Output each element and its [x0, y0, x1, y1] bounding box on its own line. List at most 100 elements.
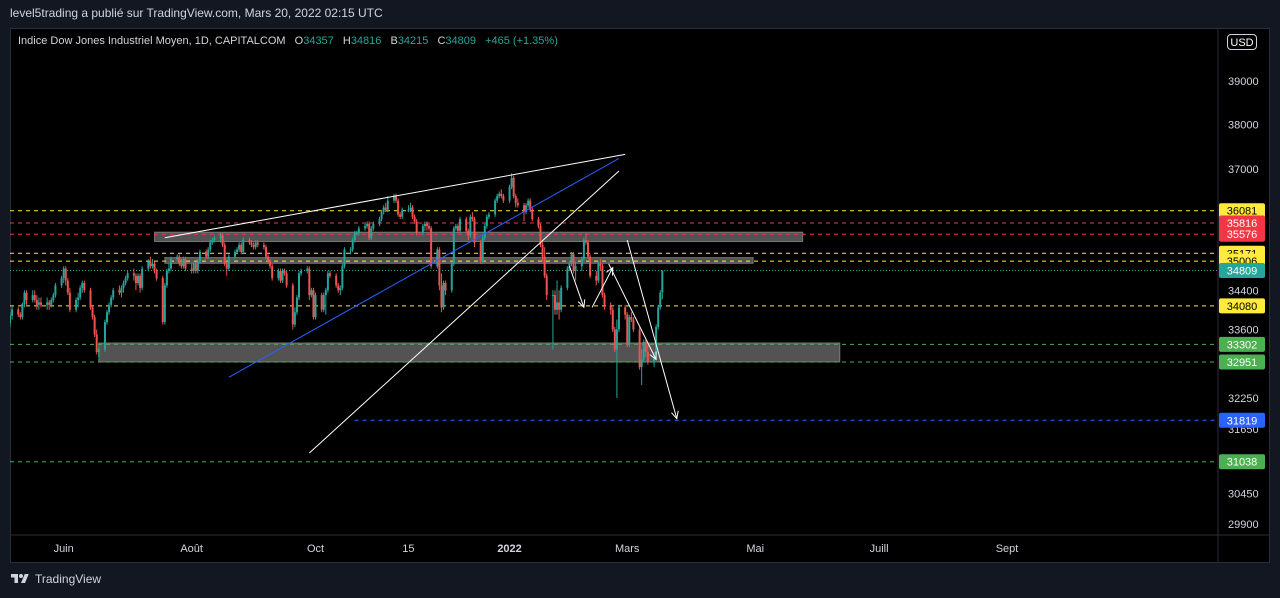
candle-body [225, 263, 228, 269]
candle-body [496, 196, 499, 201]
candle-body [456, 226, 459, 231]
candle-body [81, 282, 84, 288]
currency-button[interactable]: USD [1227, 34, 1257, 50]
price-tag-33302 [1219, 336, 1265, 352]
price-tag-label: 34080 [1227, 301, 1258, 313]
candle-body [165, 270, 168, 286]
candle-body [632, 319, 635, 330]
candle-body [450, 263, 453, 291]
candle-body [48, 302, 51, 305]
candle-body [624, 307, 627, 315]
candle-body [151, 263, 154, 267]
low-value: 34215 [397, 35, 429, 47]
candle-body [570, 254, 573, 264]
candle-body [324, 290, 327, 296]
price-tag-label: 31819 [1227, 415, 1258, 427]
candle-body [252, 244, 255, 248]
candle-body [283, 270, 286, 274]
candle-body [425, 223, 428, 227]
publisher-line: level5trading a publié sur TradingView.c… [10, 6, 383, 20]
candle-body [176, 256, 179, 260]
candle-body [415, 221, 418, 234]
chart-pane[interactable] [10, 28, 1270, 563]
candle-body [601, 266, 604, 296]
candle-body [479, 242, 482, 262]
candle-body [31, 295, 34, 300]
candle-body [523, 205, 526, 213]
candle-body [380, 212, 383, 220]
candle-body [382, 207, 385, 213]
candle-body [79, 287, 82, 298]
candle-body [93, 317, 96, 335]
candle-body [139, 275, 142, 288]
symbol-title[interactable]: Indice Dow Jones Industriel Moyen, 1D, C… [18, 35, 286, 47]
candle-body [423, 223, 426, 227]
price-tag-label: 33302 [1227, 339, 1258, 351]
candle-body [234, 251, 237, 257]
candle-body [539, 226, 542, 245]
symbol-legend: Indice Dow Jones Industriel Moyen, 1D, C… [18, 35, 558, 47]
candle-body [62, 268, 65, 279]
candle-body [494, 200, 497, 215]
candle-body [527, 200, 530, 206]
price-tag-34080 [1219, 298, 1265, 314]
candle-body [281, 270, 284, 281]
candle-body [52, 295, 55, 300]
candle-body [277, 270, 280, 279]
candle-body [120, 287, 123, 293]
candles [10, 173, 664, 398]
candle-body [395, 196, 398, 201]
candle-body [209, 242, 212, 250]
candle-body [126, 273, 129, 279]
candle-body [469, 216, 472, 236]
candle-body [556, 302, 559, 310]
candle-body [312, 290, 315, 318]
candle-body [132, 273, 135, 276]
candle-body [543, 256, 546, 276]
candle-body [442, 282, 445, 308]
candle-body [657, 307, 660, 328]
candle-body [646, 351, 649, 363]
candle-body [615, 329, 618, 350]
price-tag-36081 [1219, 203, 1265, 219]
candle-body [213, 237, 216, 241]
candle-body [19, 314, 22, 318]
time-axis[interactable]: Juin Août Oct 15 2022 Mars Mai Juill Sept [54, 543, 1019, 555]
trendline-6 [608, 263, 657, 360]
candle-body [134, 275, 137, 283]
candle-body [467, 230, 470, 236]
candle-body [39, 302, 42, 305]
candle-body [279, 270, 282, 281]
zone-2 [164, 257, 754, 264]
zone-3 [98, 342, 841, 363]
candle-body [355, 233, 358, 235]
candle-body [502, 196, 505, 201]
high-label: H [342, 35, 351, 47]
candle-body [397, 200, 400, 215]
candle-body [35, 299, 38, 305]
candle-body [184, 259, 187, 269]
candle-body [269, 261, 272, 267]
close-label: C [437, 35, 446, 47]
candle-body [196, 261, 199, 271]
price-chart[interactable]: 3900038000370003440033600322503165030450… [10, 28, 1270, 563]
candle-body [25, 292, 28, 300]
candle-body [471, 216, 474, 220]
candle-body [485, 216, 488, 227]
candle-body [95, 334, 98, 352]
candle-body [112, 290, 115, 298]
candle-body [106, 312, 109, 323]
trendlines [164, 153, 679, 454]
candle-body [428, 226, 431, 229]
candle-body [300, 270, 303, 274]
trendline-3 [308, 170, 620, 454]
candle-body [21, 303, 24, 318]
price-tick-label: 39000 [1228, 76, 1259, 88]
candle-body [438, 249, 441, 286]
candle-body [64, 268, 67, 281]
time-tick-label: 15 [402, 543, 414, 555]
candle-body [368, 223, 371, 238]
candle-body [320, 295, 323, 310]
candle-body [407, 209, 410, 211]
candle-body [17, 309, 20, 315]
